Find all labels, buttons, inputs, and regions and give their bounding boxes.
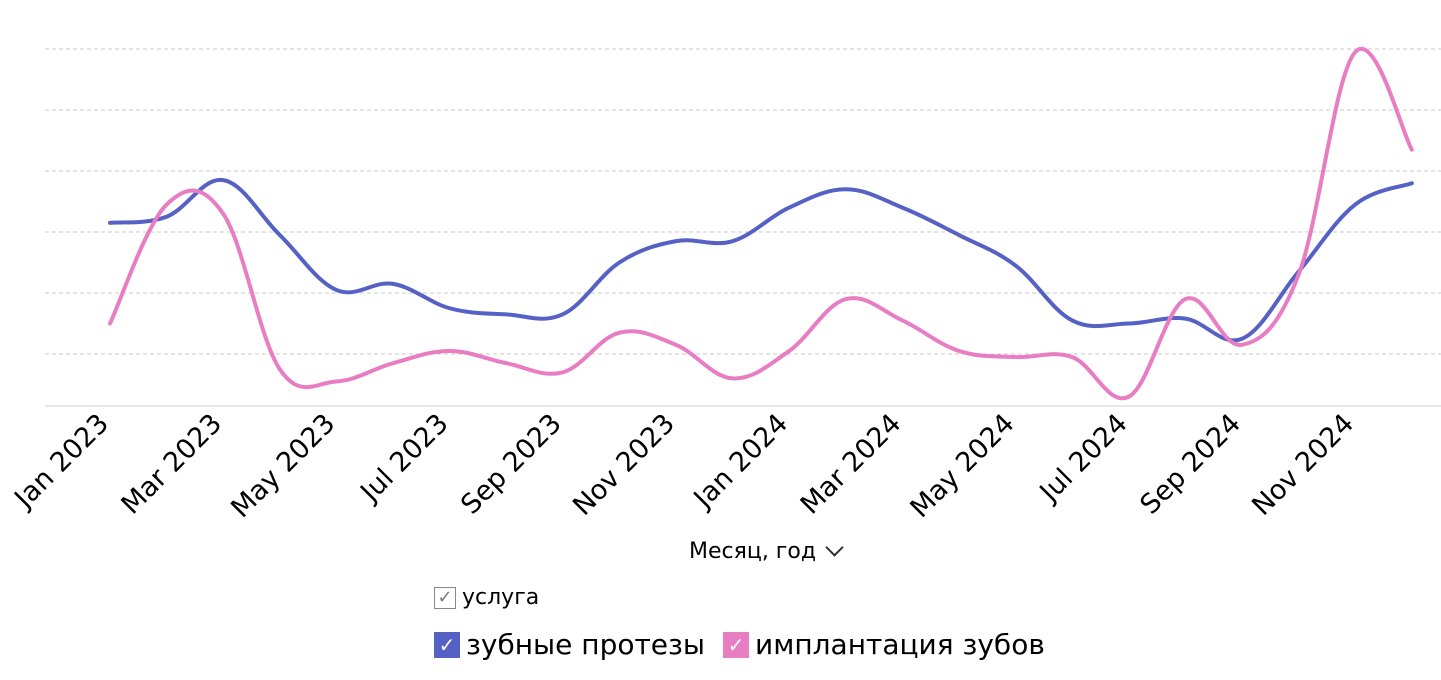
gridlines — [45, 48, 1441, 355]
x-tick-label-6: Jan 2024 — [687, 408, 794, 515]
legend-label: имплантация зубов — [755, 628, 1045, 661]
x-tick-label-9: Jul 2024 — [1033, 408, 1134, 509]
legend-item-0[interactable]: ✓ зубные протезы — [434, 628, 705, 661]
x-axis-title-text: Месяц, год — [689, 539, 817, 564]
legend-title: услуга — [462, 585, 540, 610]
series-line-0[interactable] — [108, 178, 1414, 343]
x-tick-label-7: Mar 2024 — [795, 408, 908, 521]
x-tick-label-3: Jul 2023 — [354, 408, 455, 509]
legend-checkbox-icon[interactable]: ✓ — [434, 586, 456, 609]
legend-checkbox-icon[interactable]: ✓ — [723, 631, 750, 658]
x-tick-label-10: Sep 2024 — [1134, 408, 1247, 521]
legend-item-1[interactable]: ✓ имплантация зубов — [723, 628, 1045, 661]
legend: ✓ зубные протезы ✓ имплантация зубов — [434, 628, 1045, 661]
x-tick-label-4: Sep 2023 — [455, 408, 568, 521]
series-line-1[interactable] — [108, 46, 1414, 401]
legend-header: ✓ услуга — [434, 585, 539, 610]
series-lines — [108, 46, 1414, 401]
legend-label: зубные протезы — [466, 628, 706, 661]
legend-checkbox-icon[interactable]: ✓ — [434, 631, 460, 658]
chevron-down-icon[interactable] — [825, 538, 844, 557]
x-tick-label-1: Mar 2023 — [116, 408, 229, 521]
x-tick-label-5: Nov 2023 — [567, 408, 681, 522]
x-tick-label-11: Nov 2024 — [1246, 408, 1360, 522]
x-tick-label-0: Jan 2023 — [8, 408, 115, 515]
x-tick-label-8: May 2024 — [904, 408, 1020, 524]
x-axis-title[interactable]: Месяц, год — [689, 538, 844, 564]
x-tick-label-2: May 2023 — [225, 408, 341, 524]
